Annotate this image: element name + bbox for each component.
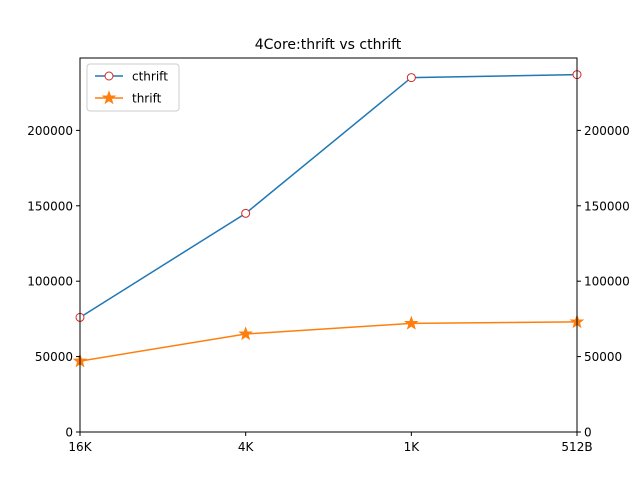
plot-area bbox=[72, 70, 585, 368]
legend-label-thrift: thrift bbox=[132, 92, 162, 106]
y-tick-label-right: 200000 bbox=[584, 124, 630, 138]
y-tick-label-left: 100000 bbox=[27, 275, 73, 289]
data-point-cthrift bbox=[241, 208, 251, 218]
axes: 16K 4K 1K 512B05000010000015000020000005000… bbox=[27, 124, 630, 454]
y-tick-label-left: 0 bbox=[65, 426, 73, 440]
data-point-thrift bbox=[238, 326, 253, 341]
y-tick-label-right: 50000 bbox=[584, 350, 622, 364]
x-tick-label: 1K bbox=[404, 440, 421, 454]
legend: cthrift thrift bbox=[86, 63, 180, 112]
plot-frame bbox=[79, 57, 578, 433]
legend-marker-cthrift bbox=[104, 71, 114, 81]
x-tick-label: 16K bbox=[68, 440, 92, 454]
y-tick-label-left: 200000 bbox=[27, 124, 73, 138]
legend-label-cthrift: cthrift bbox=[132, 70, 168, 84]
x-tick-label: 512B bbox=[561, 440, 592, 454]
y-tick-label-left: 50000 bbox=[35, 350, 73, 364]
chart-title: 4Core:thrift vs cthrift bbox=[255, 37, 402, 53]
series-line-cthrift bbox=[79, 73, 578, 319]
x-tick-label: 4K bbox=[238, 440, 255, 454]
y-tick-label-left: 150000 bbox=[27, 199, 73, 213]
series-line-thrift bbox=[79, 321, 578, 362]
y-tick-label-right: 150000 bbox=[584, 199, 630, 213]
legend-marker-thrift bbox=[101, 90, 117, 105]
y-tick-label-right: 0 bbox=[584, 426, 592, 440]
data-point-thrift bbox=[404, 315, 419, 330]
data-point-cthrift bbox=[406, 73, 416, 83]
y-tick-label-right: 100000 bbox=[584, 275, 630, 289]
